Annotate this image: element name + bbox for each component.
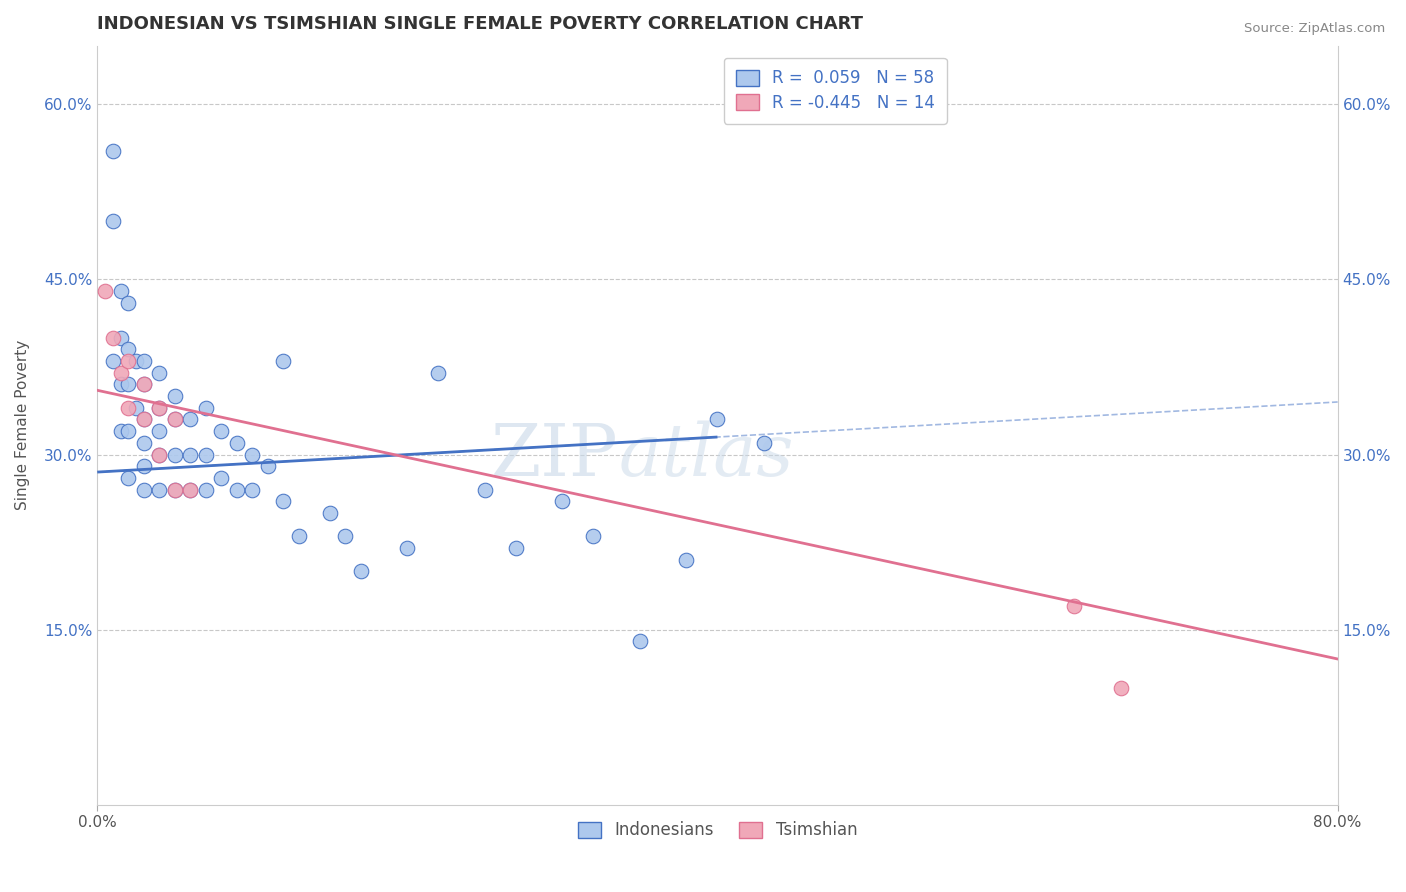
- Point: [125, 354, 148, 368]
- Text: Source: ZipAtlas.com: Source: ZipAtlas.com: [1244, 22, 1385, 36]
- Point: [148, 448, 170, 462]
- Text: atlas: atlas: [619, 420, 794, 491]
- Point: [271, 494, 294, 508]
- Text: ZIP: ZIP: [491, 420, 619, 491]
- Point: [396, 541, 419, 555]
- Point: [163, 412, 186, 426]
- Point: [148, 424, 170, 438]
- Legend: Indonesians, Tsimshian: Indonesians, Tsimshian: [571, 814, 863, 846]
- Point: [582, 529, 605, 543]
- Point: [350, 565, 373, 579]
- Point: [551, 494, 574, 508]
- Point: [225, 435, 247, 450]
- Point: [706, 412, 728, 426]
- Point: [505, 541, 527, 555]
- Point: [675, 552, 697, 566]
- Point: [132, 377, 155, 392]
- Point: [132, 483, 155, 497]
- Point: [163, 483, 186, 497]
- Point: [110, 331, 132, 345]
- Point: [132, 412, 155, 426]
- Point: [474, 483, 496, 497]
- Point: [125, 401, 148, 415]
- Point: [319, 506, 342, 520]
- Point: [256, 459, 278, 474]
- Point: [117, 471, 139, 485]
- Point: [271, 354, 294, 368]
- Point: [1063, 599, 1085, 614]
- Point: [110, 377, 132, 392]
- Point: [163, 448, 186, 462]
- Point: [117, 354, 139, 368]
- Text: INDONESIAN VS TSIMSHIAN SINGLE FEMALE POVERTY CORRELATION CHART: INDONESIAN VS TSIMSHIAN SINGLE FEMALE PO…: [97, 15, 863, 33]
- Point: [163, 412, 186, 426]
- Point: [179, 412, 201, 426]
- Y-axis label: Single Female Poverty: Single Female Poverty: [15, 340, 30, 510]
- Point: [209, 424, 232, 438]
- Point: [225, 483, 247, 497]
- Point: [117, 424, 139, 438]
- Point: [132, 377, 155, 392]
- Point: [179, 483, 201, 497]
- Point: [163, 389, 186, 403]
- Point: [335, 529, 357, 543]
- Point: [148, 366, 170, 380]
- Point: [110, 424, 132, 438]
- Point: [752, 435, 775, 450]
- Point: [179, 483, 201, 497]
- Point: [1109, 681, 1132, 696]
- Point: [117, 295, 139, 310]
- Point: [132, 412, 155, 426]
- Point: [101, 354, 124, 368]
- Point: [194, 448, 217, 462]
- Point: [163, 483, 186, 497]
- Point: [179, 448, 201, 462]
- Point: [240, 483, 263, 497]
- Point: [110, 284, 132, 298]
- Point: [117, 377, 139, 392]
- Point: [110, 366, 132, 380]
- Point: [117, 343, 139, 357]
- Point: [148, 401, 170, 415]
- Point: [427, 366, 450, 380]
- Point: [240, 448, 263, 462]
- Point: [194, 401, 217, 415]
- Point: [148, 448, 170, 462]
- Point: [101, 144, 124, 158]
- Point: [94, 284, 117, 298]
- Point: [288, 529, 311, 543]
- Point: [148, 483, 170, 497]
- Point: [132, 354, 155, 368]
- Point: [628, 634, 651, 648]
- Point: [194, 483, 217, 497]
- Point: [209, 471, 232, 485]
- Point: [148, 401, 170, 415]
- Point: [117, 401, 139, 415]
- Point: [101, 331, 124, 345]
- Point: [132, 459, 155, 474]
- Point: [101, 214, 124, 228]
- Point: [132, 435, 155, 450]
